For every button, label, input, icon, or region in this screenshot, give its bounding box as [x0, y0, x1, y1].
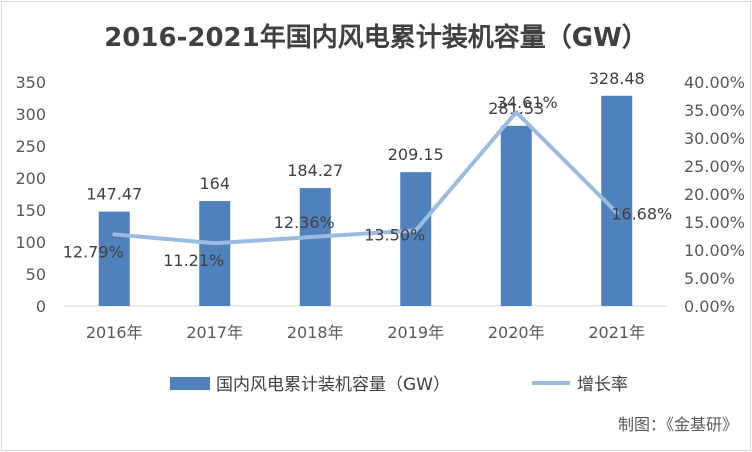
x-tick-label: 2020年	[488, 323, 545, 342]
legend: 国内风电累计装机容量（GW） 增长率	[170, 375, 628, 395]
right-tick-label: 40.00%	[684, 73, 745, 92]
right-tick-label: 30.00%	[684, 129, 745, 148]
right-tick-label: 25.00%	[684, 157, 745, 176]
line-value-label: 12.79%	[63, 242, 124, 261]
x-axis-ticks: 2016年 2017年 2018年 2019年 2020年 2021年	[86, 323, 645, 342]
legend-bar-swatch	[170, 377, 210, 390]
right-tick-label: 0.00%	[684, 297, 735, 316]
bar-value-label: 281.53	[488, 99, 544, 118]
chart-title: 2016-2021年国内风电累计装机容量（GW）	[104, 22, 648, 53]
bar-value-label: 328.48	[589, 69, 645, 88]
legend-line-label: 增长率	[577, 375, 628, 395]
left-tick-label: 0	[36, 297, 46, 316]
x-tick-label: 2016年	[86, 323, 143, 342]
line-value-label: 34.61%	[497, 93, 558, 112]
left-tick-label: 250	[15, 137, 46, 156]
x-tick-label: 2017年	[186, 323, 243, 342]
source-note: 制图：《金基研》	[618, 415, 738, 434]
bar	[400, 172, 432, 306]
line-value-label: 13.50%	[364, 225, 425, 244]
left-axis-ticks: 0 50 100 150 200 250 300 350	[15, 73, 46, 316]
right-tick-label: 5.00%	[684, 269, 735, 288]
bar-series	[98, 95, 633, 306]
x-tick-label: 2018年	[287, 323, 344, 342]
bar	[98, 211, 130, 306]
bar	[199, 201, 231, 306]
right-tick-label: 20.00%	[684, 185, 745, 204]
bar-value-label: 147.47	[86, 185, 142, 204]
x-tick-label: 2021年	[588, 323, 645, 342]
left-tick-label: 50	[26, 265, 46, 284]
x-tick-label: 2019年	[387, 323, 444, 342]
right-tick-label: 35.00%	[684, 101, 745, 120]
growth-rate-line	[112, 110, 619, 246]
line-value-label: 11.21%	[163, 251, 224, 270]
bar-data-labels: 147.47 164 184.27 209.15 281.53 328.48	[86, 69, 644, 204]
right-axis-ticks: 0.00% 5.00% 10.00% 15.00% 20.00% 25.00% 30.00%…	[684, 73, 745, 316]
left-tick-label: 150	[15, 201, 46, 220]
left-tick-label: 300	[15, 105, 46, 124]
right-tick-label: 15.00%	[684, 213, 745, 232]
line-data-labels: 12.79% 11.21% 12.36% 13.50% 34.61% 16.68%	[63, 93, 673, 270]
legend-bar-label: 国内风电累计装机容量（GW）	[216, 375, 450, 395]
bar	[299, 188, 331, 306]
line-value-label: 16.68%	[611, 205, 672, 224]
left-tick-label: 200	[15, 169, 46, 188]
bar	[500, 125, 532, 306]
left-tick-label: 100	[15, 233, 46, 252]
line-value-label: 12.36%	[274, 213, 335, 232]
bar-value-label: 209.15	[388, 145, 444, 164]
bar-value-label: 184.27	[287, 161, 343, 180]
left-tick-label: 350	[15, 73, 46, 92]
right-tick-label: 10.00%	[684, 241, 745, 260]
bar-value-label: 164	[199, 174, 230, 193]
